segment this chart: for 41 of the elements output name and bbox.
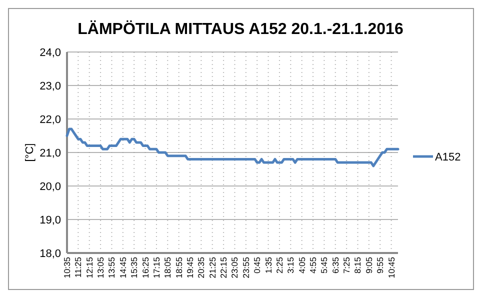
x-tick-label: 10:45 <box>386 256 396 278</box>
x-tick-label: 21:25 <box>207 256 218 278</box>
line-series <box>66 128 400 168</box>
x-tick-label: 2:25 <box>274 256 284 274</box>
x-tick-label: 23:55 <box>240 256 251 278</box>
x-tick-label: 8:15 <box>352 256 363 274</box>
x-tick-label: 18:55 <box>174 256 184 278</box>
x-tick-label: 13:05 <box>96 256 106 278</box>
x-tick-label: 14:45 <box>118 256 128 278</box>
y-tick-label: 21,0 <box>40 147 61 160</box>
y-tick-label: 23,0 <box>40 80 61 92</box>
x-tick-label: 17:15 <box>151 256 162 278</box>
y-tick-label: 18,0 <box>40 248 61 260</box>
x-tick-label: 4:55 <box>308 256 318 274</box>
x-tick-label: 9:05 <box>364 256 374 274</box>
legend-label: A152 <box>435 151 461 164</box>
x-tick-label: 18:05 <box>162 256 173 278</box>
x-tick-label: 9:55 <box>375 256 386 274</box>
x-tick-label: 4:05 <box>296 256 307 274</box>
y-tick-label: 24,0 <box>40 46 61 59</box>
x-tick-label: 19:45 <box>184 256 195 278</box>
x-tick-label: 6:35 <box>330 256 340 274</box>
y-axis-title: [°C] <box>24 143 36 162</box>
x-tick-label: 10:35 <box>62 256 72 278</box>
x-tick-label: 12:15 <box>84 256 94 278</box>
x-tick-label: 7:25 <box>342 256 352 274</box>
chart-title: LÄMPÖTILA MITTAUS A152 20.1.-21.1.2016 <box>78 20 404 38</box>
x-tick-label: 22:15 <box>218 256 229 278</box>
x-tick-label: 0:45 <box>252 256 262 274</box>
y-tick-label: 20,0 <box>40 180 61 193</box>
x-tick-label: 5:45 <box>319 256 330 274</box>
y-tick-label: 22,0 <box>40 114 61 126</box>
x-tick-label: 23:05 <box>230 256 240 278</box>
x-tick-label: 3:15 <box>286 256 296 274</box>
x-tick-label: 15:35 <box>129 256 140 278</box>
x-tick-label: 16:25 <box>140 256 150 278</box>
y-tick-label: 19,0 <box>40 214 61 226</box>
x-tick-label: 11:25 <box>73 256 84 278</box>
x-tick-label: 20:35 <box>196 256 206 278</box>
x-tick-label: 13:55 <box>106 256 117 278</box>
x-tick-label: 1:35 <box>263 256 274 274</box>
